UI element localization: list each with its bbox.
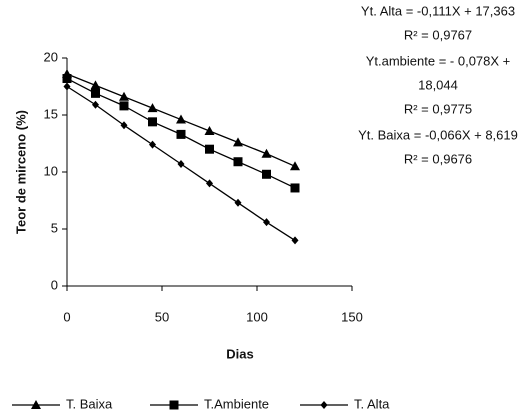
data-point (204, 125, 215, 135)
y-tick-label: 10 (44, 163, 58, 178)
data-point (261, 148, 272, 158)
data-point (63, 82, 71, 91)
data-point (120, 121, 128, 130)
y-axis-label: Teor de mirceno (%) (13, 110, 28, 234)
data-point (90, 80, 101, 90)
x-tick-label: 150 (341, 309, 363, 324)
legend-label: T. Baixa (66, 396, 113, 411)
x-tick-label: 100 (246, 309, 268, 324)
legend-marker (31, 400, 41, 409)
annotation: R² = 0,9775 (404, 101, 472, 116)
data-point (176, 114, 186, 124)
annotation: Yt. Baixa = -0,066X + 8,619 (358, 127, 518, 142)
y-tick-label: 15 (44, 106, 58, 121)
data-point (147, 103, 158, 113)
data-point (91, 88, 100, 98)
legend-marker (320, 401, 328, 409)
data-point (290, 183, 300, 193)
legend-label: T. Alta (354, 396, 390, 411)
legend-marker (169, 400, 179, 410)
y-tick-label: 0 (51, 277, 58, 292)
data-point (205, 144, 214, 154)
data-point (62, 74, 72, 84)
x-tick-label: 0 (63, 309, 70, 324)
data-point (92, 100, 99, 109)
data-point (290, 161, 300, 171)
legend-label: T.Ambiente (204, 396, 269, 411)
data-point (119, 91, 129, 101)
annotation: Yt. Alta = -0,111X + 17,363 (361, 3, 515, 18)
data-point (262, 169, 271, 179)
data-point (291, 236, 299, 245)
data-point (263, 218, 270, 227)
annotation: R² = 0,9767 (404, 27, 472, 42)
data-point (234, 198, 242, 207)
y-tick-label: 20 (44, 49, 58, 64)
y-tick-label: 5 (51, 220, 58, 235)
data-point (149, 140, 156, 149)
data-point (206, 179, 213, 188)
data-point (177, 160, 185, 169)
annotation: R² = 0,9676 (404, 151, 472, 166)
data-point (233, 157, 243, 167)
data-point (233, 137, 243, 147)
annotation: 18,044 (418, 77, 458, 92)
x-tick-label: 50 (155, 309, 169, 324)
x-axis-label: Dias (226, 346, 253, 361)
annotation: Yt.ambiente = - 0,078X + (366, 53, 511, 68)
data-point (119, 101, 129, 111)
data-point (176, 129, 186, 139)
data-point (148, 117, 157, 127)
